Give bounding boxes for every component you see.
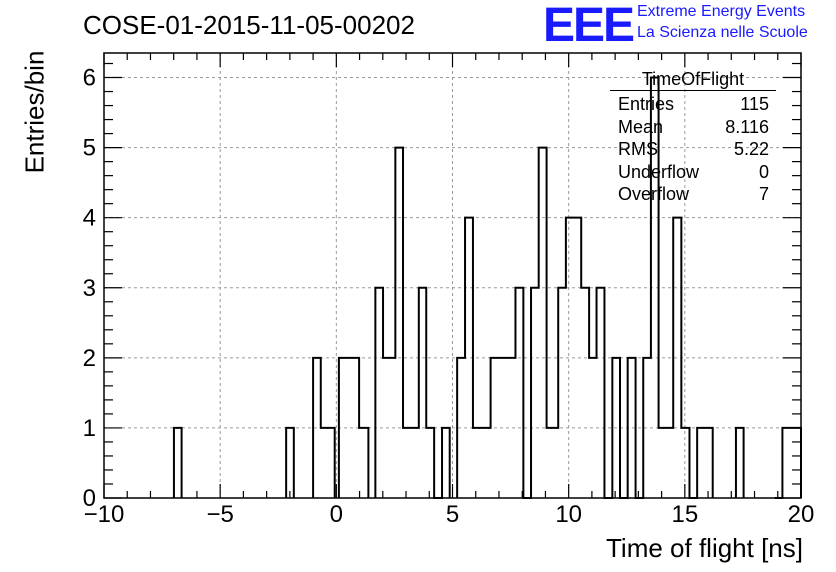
x-axis-label: Time of flight [ns] <box>606 533 803 563</box>
histogram-bin <box>457 358 465 498</box>
histogram-bin <box>659 428 674 498</box>
stat-value: 115 <box>740 94 769 114</box>
histogram-bin <box>383 358 395 498</box>
stat-label: Overflow <box>618 184 690 204</box>
y-tick-label: 0 <box>83 485 96 512</box>
histogram-bin <box>174 428 182 498</box>
x-tick-label: −5 <box>206 501 233 528</box>
histogram-bin <box>375 288 383 498</box>
brand-line-1: Extreme Energy Events <box>637 3 806 20</box>
x-tick-label: 5 <box>446 501 459 528</box>
histogram-bin <box>442 428 450 498</box>
stats-box: TimeOfFlight Entries 115 Mean 8.116 RMS 5.2… <box>610 68 776 206</box>
histogram-bin <box>547 428 559 498</box>
stat-value: 8.116 <box>725 116 769 137</box>
x-tick-label: 15 <box>671 501 698 528</box>
y-tick-label: 6 <box>83 65 96 92</box>
histogram-bin <box>426 428 434 498</box>
eee-logo: EEE <box>543 0 635 52</box>
histogram-bin <box>515 288 523 498</box>
histogram-outline <box>172 76 802 499</box>
histogram-bin <box>321 428 335 498</box>
histogram-bin <box>531 288 539 498</box>
y-tick-label: 1 <box>83 415 96 442</box>
stat-row-rms: RMS 5.22 <box>610 138 776 161</box>
x-tick-label: 10 <box>555 501 582 528</box>
x-tick-label: 0 <box>330 501 343 528</box>
y-axis-label: Entries/bin <box>19 50 50 174</box>
chart-title: COSE-01-2015-11-05-00202 <box>83 10 415 40</box>
y-tick-label: 3 <box>83 275 96 302</box>
stat-label: Entries <box>618 94 675 114</box>
histogram-bin <box>697 428 713 498</box>
histogram-bin <box>313 358 321 498</box>
histogram-bin <box>539 148 547 498</box>
histogram-bin <box>558 288 566 498</box>
histogram-bin <box>612 358 620 498</box>
histogram-bin <box>628 358 636 498</box>
histogram-bin <box>339 358 359 498</box>
histogram-bin <box>359 428 368 498</box>
stat-value: 5.22 <box>733 139 769 159</box>
histogram-bin <box>465 218 473 498</box>
histogram-bin <box>673 218 681 498</box>
x-tick-label: −10 <box>84 501 125 528</box>
y-tick-label: 2 <box>83 345 96 372</box>
stat-label: Underflow <box>618 161 700 182</box>
histogram-bin <box>286 428 294 498</box>
histogram-bin <box>419 288 426 498</box>
x-tick-label: 20 <box>788 501 815 528</box>
histogram-bin <box>736 428 744 498</box>
stat-row-entries: Entries 115 <box>610 93 776 116</box>
stat-row-underflow: Underflow 0 <box>610 161 776 184</box>
stat-label: Mean <box>618 116 664 137</box>
histogram-bin <box>782 428 801 498</box>
brand-line-2: La Scienza nelle Scuole <box>637 24 808 41</box>
histogram-bin <box>473 428 491 498</box>
histogram-bin <box>581 288 589 498</box>
histogram-bin <box>566 218 581 498</box>
stat-value: 7 <box>758 184 769 204</box>
stat-value: 0 <box>758 161 769 182</box>
stat-row-overflow: Overflow 7 <box>610 183 776 206</box>
y-tick-label: 5 <box>83 135 96 162</box>
y-tick-label: 4 <box>83 205 96 232</box>
histogram-bin <box>403 428 419 498</box>
histogram-bin <box>643 358 651 498</box>
histogram-bin <box>395 148 403 498</box>
histogram-bin <box>491 358 516 498</box>
stats-title: TimeOfFlight <box>610 68 776 91</box>
stat-row-mean: Mean 8.116 <box>610 116 776 139</box>
histogram-bin <box>589 358 596 498</box>
histogram-bin <box>681 428 689 498</box>
histogram-bin <box>597 288 605 498</box>
stat-label: RMS <box>618 139 658 159</box>
